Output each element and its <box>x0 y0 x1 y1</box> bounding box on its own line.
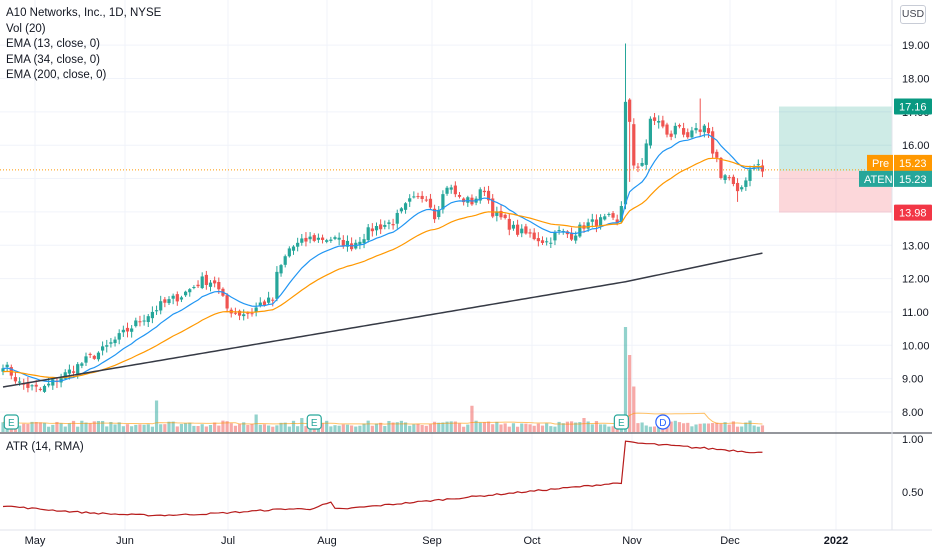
earnings-marker[interactable]: E <box>306 414 322 430</box>
chart-grid <box>0 0 892 530</box>
y-tick-label: 8.00 <box>902 407 923 419</box>
price-candles <box>1 43 765 393</box>
x-tick-label: Oct <box>523 535 540 547</box>
earnings-marker[interactable]: E <box>3 414 19 430</box>
x-tick-label: 2022 <box>824 535 848 547</box>
legend-volume[interactable]: Vol (20) <box>6 22 46 35</box>
svg-text:ATEN: ATEN <box>864 174 893 186</box>
volume-bars <box>1 327 765 432</box>
event-marker-label: E <box>8 418 15 429</box>
legend-ema-13[interactable]: EMA (13, close, 0) <box>6 38 100 50</box>
svg-text:13.98: 13.98 <box>899 208 927 220</box>
x-tick-label: Dec <box>720 535 740 547</box>
x-tick-label: Aug <box>317 535 337 547</box>
stop-price-tag: 13.98 <box>894 204 932 221</box>
earnings-marker[interactable]: E <box>613 414 629 430</box>
svg-text:15.23: 15.23 <box>899 174 927 186</box>
legend-ema-200[interactable]: EMA (200, close, 0) <box>6 69 107 81</box>
y-tick-label: 10.00 <box>902 340 930 352</box>
x-tick-label: Jun <box>116 535 134 547</box>
event-marker-label: E <box>311 418 318 429</box>
dividend-marker[interactable]: D <box>655 414 671 430</box>
atr-y-tick-label: 1.00 <box>902 434 923 446</box>
x-tick-label: Jul <box>221 535 235 547</box>
chart-legend: A10 Networks, Inc., 1D, NYSE Vol (20) EM… <box>6 6 161 84</box>
svg-text:17.16: 17.16 <box>899 102 927 114</box>
legend-atr[interactable]: ATR (14, RMA) <box>6 441 84 453</box>
atr-y-tick-label: 0.50 <box>902 487 923 499</box>
x-tick-label: Sep <box>422 535 442 547</box>
ticker-price-tag: ATEN 15.23 <box>859 170 932 187</box>
y-tick-label: 9.00 <box>902 374 923 386</box>
y-tick-label: 18.00 <box>902 74 930 86</box>
ema-lines <box>2 134 763 388</box>
svg-text:Pre: Pre <box>872 158 889 170</box>
currency-button[interactable]: USD <box>900 5 926 24</box>
event-marker-label: E <box>618 418 625 429</box>
x-tick-label: Nov <box>622 535 642 547</box>
premarket-tag: Pre 15.23 <box>867 154 932 171</box>
volume-moving-average <box>2 412 763 425</box>
target-price-tag: 17.16 <box>894 98 932 115</box>
atr-pane <box>0 432 932 517</box>
legend-ema-34[interactable]: EMA (34, close, 0) <box>6 53 100 66</box>
svg-text:15.23: 15.23 <box>899 158 927 170</box>
symbol-title[interactable]: A10 Networks, Inc., 1D, NYSE <box>6 7 162 19</box>
y-tick-label: 19.00 <box>902 40 930 52</box>
event-marker-label: D <box>659 418 666 429</box>
y-tick-label: 12.00 <box>902 274 930 286</box>
y-tick-label: 16.00 <box>902 140 930 152</box>
y-tick-label: 11.00 <box>902 307 929 319</box>
x-tick-label: May <box>25 535 46 547</box>
y-tick-label: 13.00 <box>902 240 930 252</box>
